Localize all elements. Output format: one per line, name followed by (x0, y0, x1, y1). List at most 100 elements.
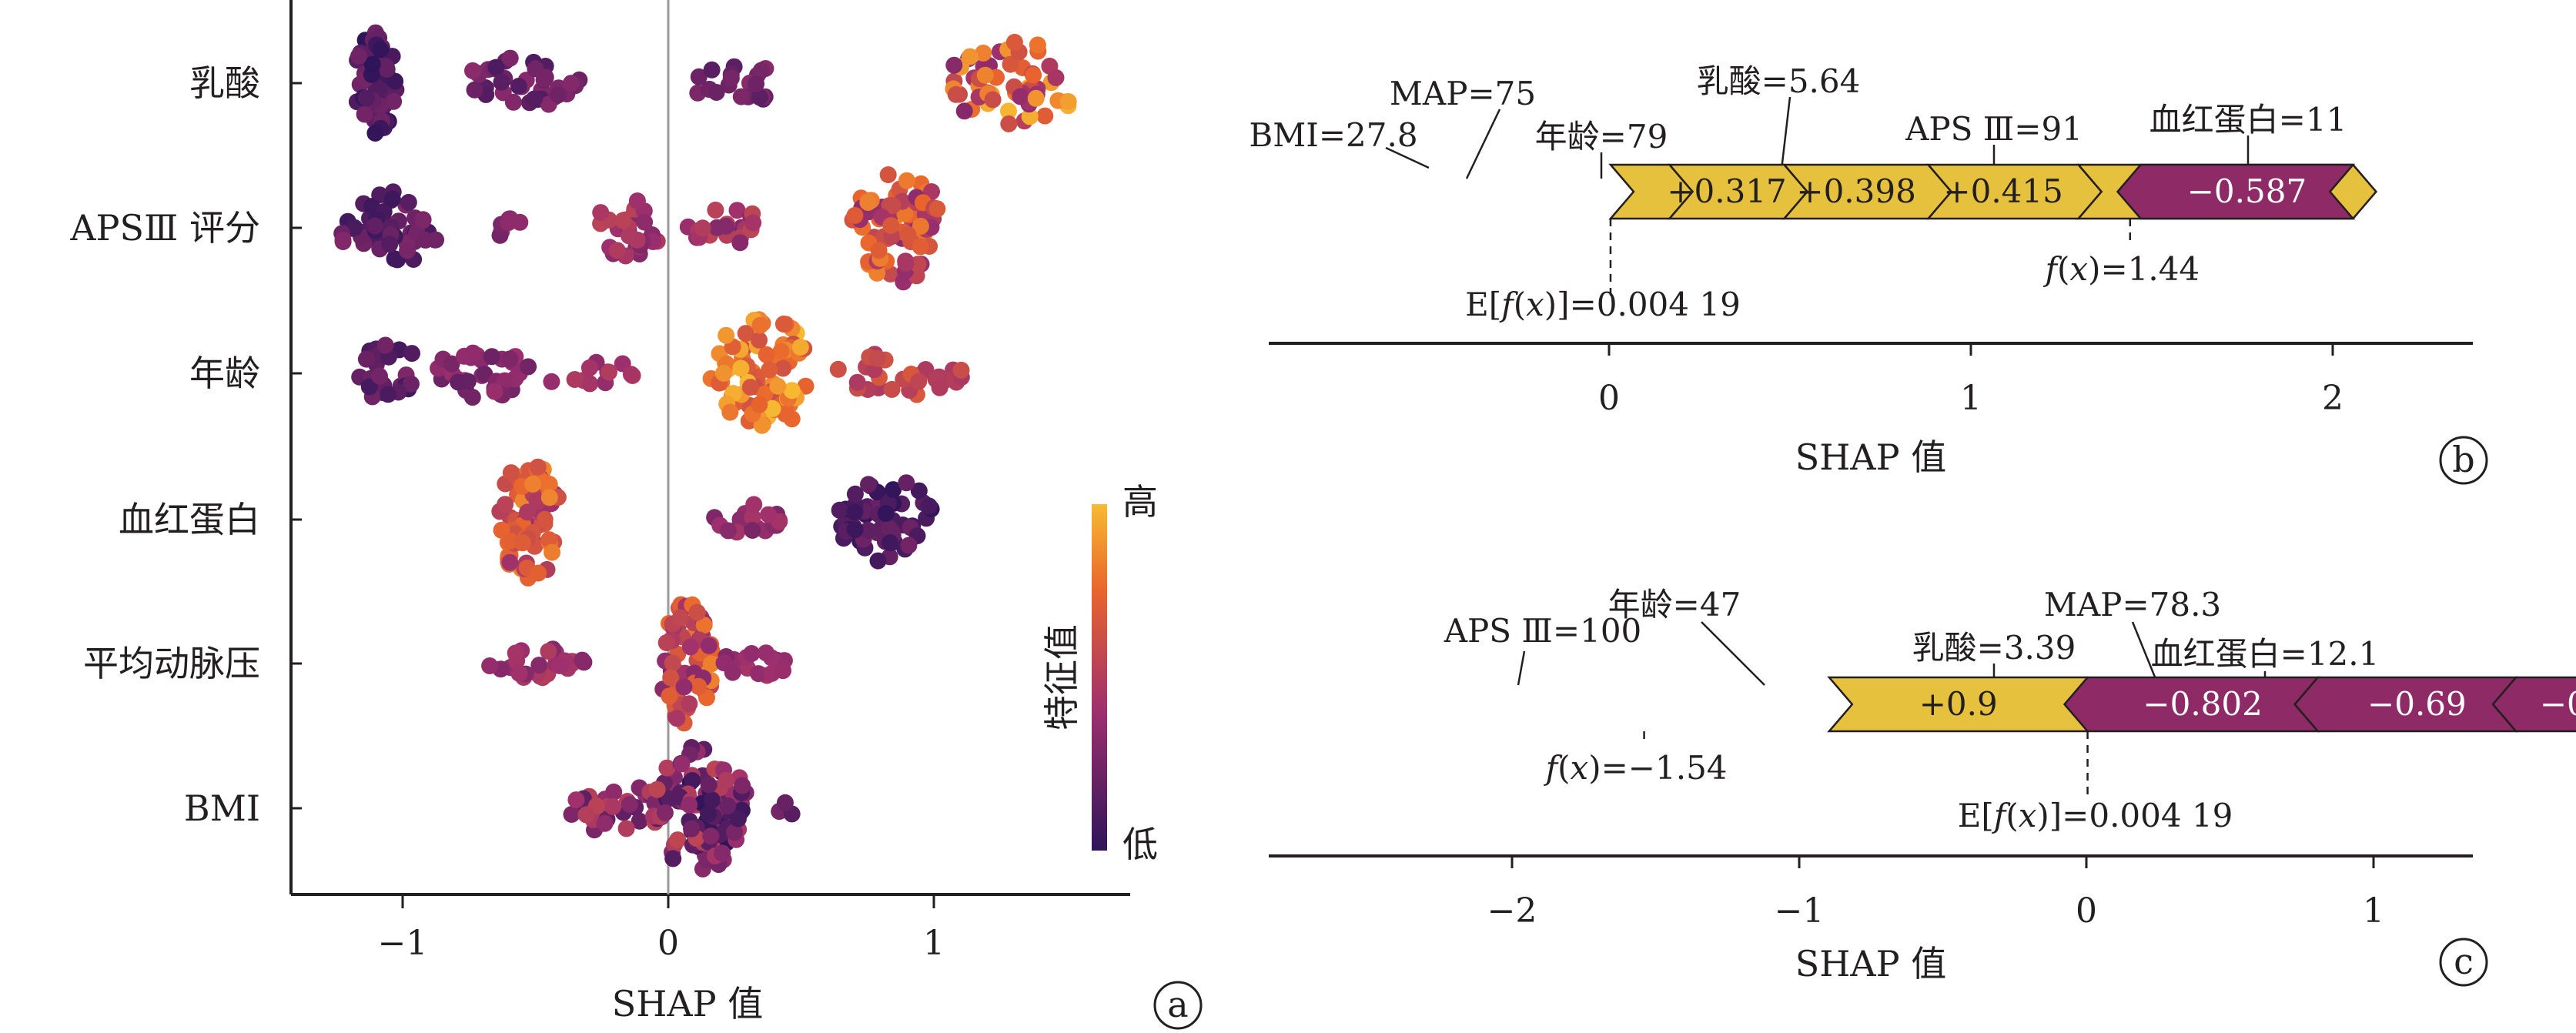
shap-point (1000, 115, 1018, 132)
feature-label: 平均动脉压 (83, 643, 260, 684)
shap-point (540, 531, 558, 549)
shap-point (719, 797, 737, 814)
shap-point (912, 238, 929, 256)
force-plot-c: APS Ⅲ=100年龄=47乳酸=3.39MAP=78.3血红蛋白=12.1BM… (1269, 586, 2576, 987)
shap-point (1027, 89, 1045, 107)
shap-point (741, 379, 759, 396)
shap-point (566, 371, 584, 388)
shap-point (783, 382, 801, 399)
shap-point (540, 643, 557, 660)
shap-point (1059, 93, 1077, 110)
shap-point (882, 217, 900, 234)
shap-point (684, 772, 701, 789)
shap-point (661, 687, 678, 705)
svg-text:c: c (2454, 941, 2474, 982)
shap-point (750, 665, 768, 683)
feature-annotation: APS Ⅲ=91 (1905, 110, 2083, 148)
shap-point (731, 234, 749, 252)
shap-point (664, 850, 682, 868)
shap-point (1029, 36, 1046, 54)
shap-point (714, 844, 731, 862)
shap-point (537, 69, 554, 86)
shap-point (550, 86, 567, 104)
shap-point (1012, 88, 1029, 105)
shap-point (378, 60, 396, 78)
shap-point (604, 797, 622, 815)
shap-point (732, 88, 750, 105)
shap-point (366, 217, 384, 235)
panel-label-a: a (1153, 981, 1203, 1030)
shap-point (744, 522, 761, 539)
shap-point (724, 664, 741, 681)
shap-point (1036, 107, 1054, 125)
shap-point (350, 48, 367, 65)
shap-point (882, 266, 899, 282)
shap-point (702, 655, 720, 673)
colorbar-high-label: 高 (1122, 481, 1158, 523)
shap-point (400, 193, 417, 211)
shap-point (910, 482, 928, 500)
shap-point (536, 510, 554, 528)
shap-point (524, 475, 542, 493)
shap-point (504, 93, 522, 111)
shap-point (376, 336, 394, 354)
shap-point (519, 503, 537, 521)
shap-point (380, 386, 397, 403)
leader-line (2131, 621, 2157, 680)
shap-point (694, 219, 711, 237)
shap-point (848, 373, 866, 391)
shap-point (399, 242, 417, 259)
shap-point (487, 59, 505, 76)
shap-point (761, 361, 778, 379)
shap-point (334, 231, 352, 249)
force-segment (2116, 163, 2356, 220)
shap-point (748, 75, 764, 92)
panel-label-b: b (2439, 436, 2488, 485)
x-axis-label: SHAP 值 (612, 983, 763, 1025)
shap-point (931, 379, 948, 396)
shap-point (463, 389, 481, 406)
shap-point (580, 359, 598, 376)
shap-point (371, 367, 388, 385)
segment-value: −0.51 (2540, 685, 2576, 723)
shap-point (507, 644, 524, 662)
shap-point (897, 254, 915, 272)
shap-point (751, 316, 769, 334)
shap-point (500, 214, 517, 232)
shap-point (357, 350, 375, 368)
shap-point (877, 505, 895, 523)
x-tick-label: 1 (2363, 891, 2384, 931)
shap-point (846, 503, 864, 521)
shap-point (912, 217, 929, 235)
shap-point (501, 350, 519, 368)
shap-point (791, 339, 809, 356)
shap-point (605, 783, 623, 801)
shap-point (656, 804, 674, 821)
shap-point (728, 202, 746, 219)
shap-point (403, 345, 420, 363)
shap-point (703, 61, 721, 79)
shap-point (745, 496, 763, 513)
shap-point (501, 553, 519, 571)
shap-point (464, 344, 482, 362)
shap-point (681, 796, 698, 814)
segment-value: +0.317 (1667, 172, 1786, 210)
shap-point (879, 166, 897, 183)
shap-point (774, 316, 792, 333)
shap-point (700, 637, 718, 654)
shap-point (700, 776, 718, 794)
shap-point (764, 399, 781, 417)
shap-point (567, 791, 585, 809)
shap-point (883, 380, 901, 398)
shap-point (899, 226, 917, 243)
shap-point (955, 102, 973, 120)
shap-point (984, 91, 1002, 109)
shap-point (540, 489, 558, 506)
shap-point (417, 231, 434, 249)
feature-annotation: BMI=27.8 (1249, 116, 1417, 154)
colorbar: 高 低 特征值 (1041, 481, 1158, 865)
shap-point (501, 49, 519, 67)
shap-point (1000, 102, 1017, 120)
shap-point (952, 361, 970, 379)
segment-value: +0.9 (1919, 685, 1998, 723)
